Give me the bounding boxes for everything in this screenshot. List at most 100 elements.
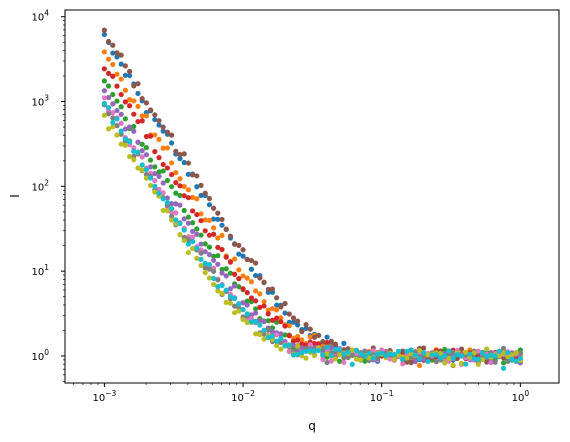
data-point [211, 281, 217, 288]
data-point [105, 104, 112, 111]
data-point [467, 351, 473, 357]
data-point [358, 351, 364, 357]
data-point [265, 327, 271, 333]
data-point [169, 132, 175, 138]
data-point [173, 217, 179, 223]
data-point [437, 355, 444, 361]
data-point [164, 177, 170, 184]
data-point [185, 214, 192, 220]
data-point [143, 152, 149, 158]
data-point [290, 338, 297, 344]
data-point [299, 328, 305, 335]
data-point [240, 247, 246, 253]
data-point [324, 344, 330, 350]
data-point [135, 139, 141, 145]
data-point [278, 346, 284, 352]
data-point [269, 333, 276, 339]
data-point [253, 331, 259, 337]
data-point [114, 50, 120, 56]
data-point [160, 190, 166, 196]
data-point [282, 300, 288, 307]
data-point [206, 275, 213, 281]
data-point [110, 110, 116, 116]
data-point [244, 256, 250, 263]
data-point [101, 27, 107, 33]
data-point [118, 61, 124, 67]
data-point [404, 359, 410, 365]
data-point [303, 355, 309, 361]
data-point [232, 271, 238, 277]
data-point [383, 353, 389, 359]
data-point [105, 83, 112, 89]
data-point [152, 189, 158, 195]
data-point [458, 360, 465, 366]
data-point [105, 70, 112, 76]
data-point [185, 187, 192, 193]
data-point [236, 267, 242, 273]
data-point [240, 316, 246, 323]
data-point [282, 343, 288, 349]
data-point [265, 286, 271, 293]
data-point [408, 360, 414, 366]
data-point [156, 173, 162, 179]
data-point [320, 339, 326, 345]
data-point [198, 211, 204, 217]
data-point [261, 318, 267, 325]
data-point [240, 300, 246, 306]
data-point [517, 355, 523, 361]
data-point [290, 352, 297, 358]
data-point [290, 315, 297, 321]
data-point [160, 145, 166, 151]
data-point [185, 237, 192, 243]
x-axis-label: q [308, 419, 316, 433]
data-point [177, 176, 183, 182]
data-point [454, 352, 460, 358]
data-point [206, 244, 213, 250]
data-point [278, 304, 284, 310]
data-point [101, 66, 107, 72]
data-point [379, 350, 385, 356]
data-point [286, 333, 292, 339]
data-point [286, 323, 292, 329]
data-point [282, 323, 288, 329]
data-point [244, 290, 250, 296]
data-point [190, 172, 196, 178]
data-point [131, 111, 137, 117]
data-point [122, 99, 128, 105]
data-point [215, 235, 221, 241]
data-point [324, 340, 330, 346]
data-point [122, 63, 128, 69]
data-point [198, 232, 204, 238]
data-point [156, 186, 162, 192]
data-point [274, 295, 280, 301]
data-point [505, 353, 511, 360]
data-point [169, 140, 175, 146]
data-point [227, 293, 234, 300]
data-point [265, 307, 271, 313]
data-point [211, 257, 217, 263]
data-point [500, 350, 507, 356]
data-point [425, 352, 431, 358]
data-point [513, 350, 519, 356]
data-point [303, 325, 309, 332]
data-point [265, 318, 271, 324]
data-point [236, 251, 242, 257]
data-point [219, 232, 225, 239]
data-point [185, 195, 192, 201]
data-point [261, 331, 267, 337]
data-point [215, 210, 221, 216]
data-point [110, 101, 116, 107]
data-point [169, 217, 175, 223]
data-point [198, 182, 204, 188]
data-point [232, 303, 238, 309]
data-point [282, 332, 288, 338]
data-point [349, 352, 355, 358]
data-point [345, 349, 351, 355]
data-point [202, 241, 208, 247]
y-tick-label: 103 [31, 94, 49, 109]
data-point [126, 68, 133, 75]
data-point [232, 241, 238, 247]
data-point [416, 362, 423, 369]
data-point [110, 50, 116, 56]
